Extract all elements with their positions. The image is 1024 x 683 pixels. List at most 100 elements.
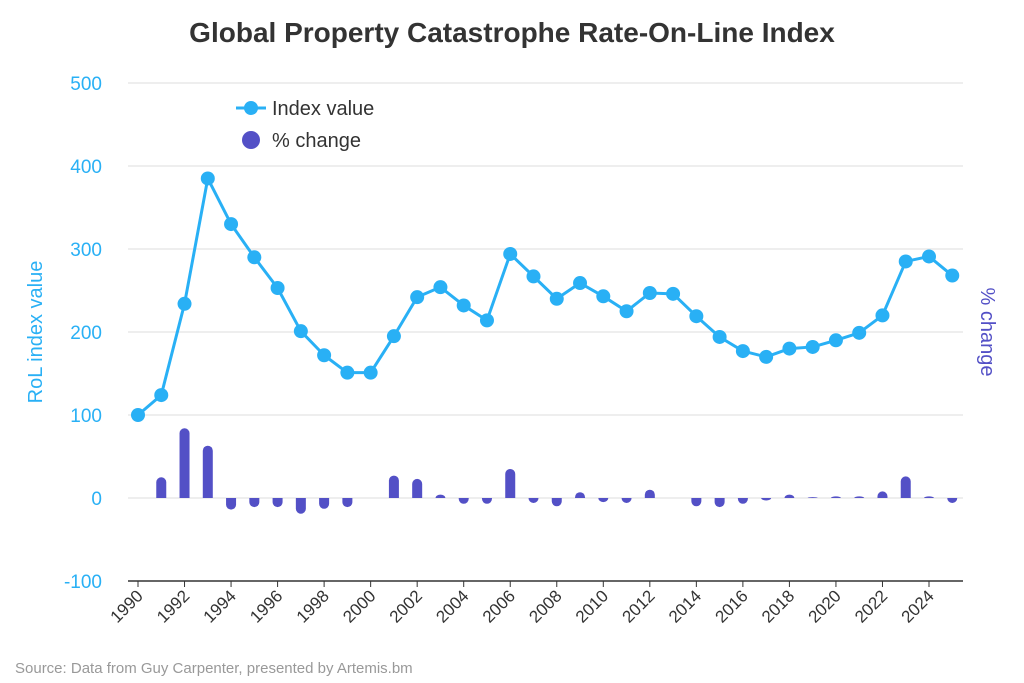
x-tick-label: 2002 bbox=[386, 586, 426, 626]
bar-pct-change-2004 bbox=[458, 498, 469, 504]
bar-pct-change-2018 bbox=[784, 494, 795, 498]
legend-pct-change: % change bbox=[272, 130, 361, 152]
index-point-1995 bbox=[247, 250, 262, 265]
index-point-2011 bbox=[619, 304, 634, 319]
bar-pct-change-2010 bbox=[598, 498, 609, 503]
bar-pct-change-2019 bbox=[807, 497, 818, 498]
index-point-2001 bbox=[386, 329, 401, 344]
y-axis-right-label: % change bbox=[976, 288, 998, 377]
index-point-2002 bbox=[410, 290, 425, 305]
chart-title: Global Property Catastrophe Rate-On-Line… bbox=[189, 17, 835, 48]
index-point-2017 bbox=[759, 349, 774, 364]
bar-pct-change-2017 bbox=[761, 498, 772, 501]
x-tick-label: 1992 bbox=[153, 586, 193, 626]
index-point-2012 bbox=[642, 285, 657, 300]
x-tick-label: 1994 bbox=[200, 586, 240, 626]
y-tick-label: -100 bbox=[64, 572, 102, 593]
x-tick-label: 2008 bbox=[525, 586, 565, 626]
x-tick-label: 2020 bbox=[805, 586, 845, 626]
bar-pct-change-2003 bbox=[435, 494, 446, 498]
index-point-2020 bbox=[828, 333, 843, 348]
index-point-1994 bbox=[224, 217, 239, 232]
bar-pct-change-1994 bbox=[226, 498, 237, 510]
legend-line-marker bbox=[244, 101, 258, 115]
bar-pct-change-1991 bbox=[156, 477, 167, 498]
index-value-line bbox=[137, 176, 954, 417]
index-point-2008 bbox=[549, 291, 564, 306]
x-tick-label: 2010 bbox=[572, 586, 612, 626]
index-point-1997 bbox=[293, 324, 308, 339]
bar-pct-change-1999 bbox=[342, 498, 353, 508]
bar-pct-change-2024 bbox=[924, 496, 934, 498]
bar-pct-change-1995 bbox=[249, 498, 260, 508]
index-point-2018 bbox=[782, 341, 797, 356]
index-point-1991 bbox=[154, 388, 169, 403]
index-point-1999 bbox=[340, 365, 355, 380]
bar-pct-change-2005 bbox=[481, 498, 492, 504]
index-point-2000 bbox=[363, 365, 378, 380]
index-point-1998 bbox=[317, 348, 332, 363]
bar-pct-change-2011 bbox=[621, 498, 632, 503]
x-tick-label: 1996 bbox=[246, 586, 286, 626]
bar-pct-change-2016 bbox=[737, 498, 748, 504]
bar-pct-change-2002 bbox=[412, 478, 423, 498]
bar-pct-change-1996 bbox=[272, 498, 283, 508]
y-tick-label: 100 bbox=[70, 406, 102, 427]
y-tick-label: 500 bbox=[70, 74, 102, 95]
index-point-2009 bbox=[573, 276, 588, 291]
x-tick-label: 2018 bbox=[758, 586, 798, 626]
bar-pct-change-2001 bbox=[388, 475, 399, 498]
bar-pct-change-2009 bbox=[575, 492, 586, 498]
index-point-2024 bbox=[922, 249, 936, 264]
x-tick-label: 1990 bbox=[107, 586, 147, 626]
x-tick-label: 1998 bbox=[293, 586, 333, 626]
bar-pct-change-2022 bbox=[877, 491, 888, 498]
legend: Index value % change bbox=[225, 86, 403, 158]
x-tick-label: 2024 bbox=[898, 586, 938, 626]
bar-pct-change-2021 bbox=[854, 496, 865, 498]
y-tick-label: 200 bbox=[70, 323, 102, 344]
bar-pct-change-2012 bbox=[644, 489, 655, 498]
x-tick-label: 2006 bbox=[479, 586, 519, 626]
bar-pct-change-2014 bbox=[691, 498, 702, 507]
bar-pct-change-1997 bbox=[295, 498, 306, 514]
x-tick-label: 2014 bbox=[665, 586, 705, 626]
index-point-2010 bbox=[596, 289, 611, 304]
x-tick-label: 2004 bbox=[432, 586, 472, 626]
x-tick-label: 2022 bbox=[851, 586, 891, 626]
bar-pct-change-2007 bbox=[528, 498, 539, 503]
y-tick-label: 300 bbox=[70, 240, 102, 261]
x-tick-label: 2012 bbox=[618, 586, 658, 626]
bar-pct-change-1998 bbox=[319, 498, 330, 509]
index-point-2016 bbox=[735, 344, 750, 359]
y-axis-left-label: RoL index value bbox=[25, 261, 47, 404]
bar-pct-change-2008 bbox=[551, 498, 562, 507]
index-point-2014 bbox=[689, 309, 704, 324]
index-point-2021 bbox=[852, 325, 867, 340]
source-note: Source: Data from Guy Carpenter, present… bbox=[15, 660, 413, 677]
index-point-2022 bbox=[875, 308, 890, 323]
index-point-2025 bbox=[945, 268, 960, 283]
index-point-1993 bbox=[200, 171, 215, 186]
x-tick-label: 2016 bbox=[712, 586, 752, 626]
bar-pct-change-2023 bbox=[900, 476, 911, 498]
index-point-2013 bbox=[666, 286, 681, 301]
bar-pct-change-2025 bbox=[947, 498, 958, 503]
y-tick-label: 0 bbox=[91, 489, 102, 510]
index-point-2019 bbox=[805, 339, 820, 354]
index-point-2004 bbox=[456, 298, 471, 313]
index-point-2003 bbox=[433, 280, 448, 295]
legend-bar-marker bbox=[242, 131, 260, 149]
bar-pct-change-1992 bbox=[179, 428, 190, 498]
index-point-2015 bbox=[712, 329, 727, 344]
index-point-1992 bbox=[177, 296, 192, 311]
index-point-2005 bbox=[479, 313, 494, 328]
bar-pct-change-2015 bbox=[714, 498, 725, 508]
x-tick-label: 2000 bbox=[339, 586, 379, 626]
bar-pct-change-1993 bbox=[202, 445, 213, 498]
index-point-2007 bbox=[526, 269, 541, 284]
index-point-2023 bbox=[898, 254, 913, 269]
index-point-2006 bbox=[503, 246, 518, 261]
bar-pct-change-2020 bbox=[830, 496, 841, 498]
